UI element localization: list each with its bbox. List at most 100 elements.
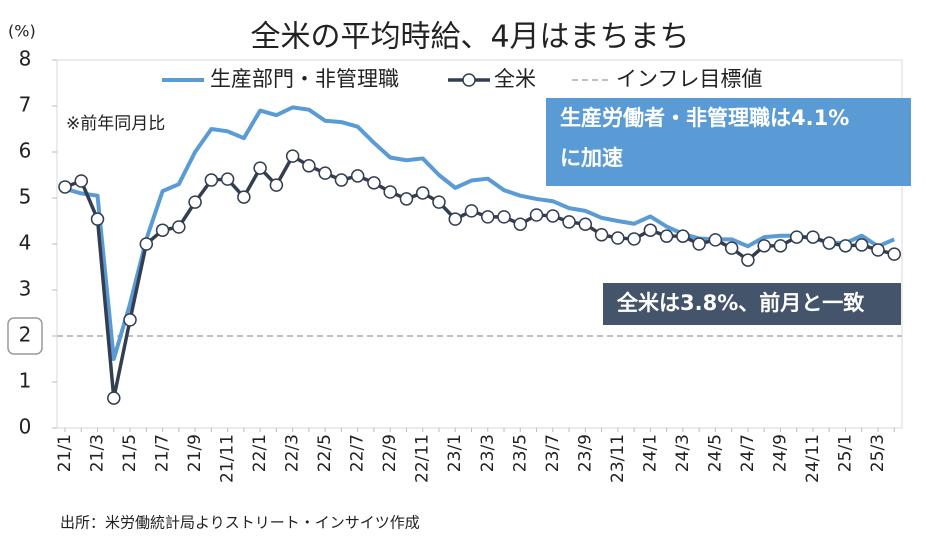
series-line bbox=[64, 154, 895, 400]
marker bbox=[806, 230, 820, 244]
series-line bbox=[64, 105, 896, 361]
x-tick-label: 24/7 bbox=[738, 434, 758, 472]
marker bbox=[253, 161, 267, 175]
y-unit: (%) bbox=[8, 22, 36, 41]
marker bbox=[383, 185, 397, 199]
x-tick-label: 23/1 bbox=[445, 434, 465, 472]
legend-label: 全米 bbox=[494, 67, 536, 91]
marker bbox=[578, 217, 593, 231]
annotation-text: 生産労働者・非管理職は4.1% bbox=[560, 106, 849, 130]
marker bbox=[74, 174, 89, 188]
x-tick-label: 25/1 bbox=[835, 434, 855, 472]
marker bbox=[627, 232, 641, 246]
marker bbox=[237, 190, 251, 204]
annotation-text: に加速 bbox=[560, 146, 623, 170]
x-tick-label: 21/3 bbox=[88, 434, 108, 472]
x-tick-label: 22/9 bbox=[380, 434, 400, 472]
marker bbox=[708, 233, 723, 247]
legend-swatch bbox=[462, 73, 476, 87]
x-tick-label: 25/3 bbox=[868, 434, 888, 472]
chart-title: 全米の平均時給、4月はまちまち bbox=[250, 20, 689, 55]
y-tick-label: 1 bbox=[19, 369, 32, 393]
marker bbox=[464, 204, 479, 218]
marker bbox=[643, 223, 658, 237]
marker bbox=[854, 238, 869, 252]
legend-label: インフレ目標値 bbox=[616, 67, 762, 91]
marker bbox=[139, 237, 154, 251]
highlight-box bbox=[7, 317, 43, 355]
marker bbox=[676, 229, 690, 243]
marker bbox=[302, 159, 316, 173]
marker bbox=[724, 241, 739, 255]
y-tick-label: 5 bbox=[19, 185, 32, 209]
marker bbox=[107, 391, 121, 405]
x-tick-label: 24/3 bbox=[673, 434, 693, 472]
x-tick-label: 22/5 bbox=[315, 434, 335, 472]
x-tick-label: 21/9 bbox=[185, 434, 205, 472]
marker bbox=[204, 173, 219, 187]
marker bbox=[692, 237, 706, 251]
x-tick-label: 21/7 bbox=[153, 434, 173, 472]
marker bbox=[334, 173, 349, 187]
marker bbox=[367, 176, 381, 190]
marker bbox=[757, 239, 771, 253]
marker bbox=[399, 192, 414, 206]
x-tick-label: 24/11 bbox=[803, 434, 823, 483]
y-tick-label: 3 bbox=[19, 277, 32, 301]
marker bbox=[887, 247, 902, 261]
marker bbox=[562, 215, 576, 229]
marker bbox=[741, 253, 755, 267]
marker bbox=[659, 229, 674, 243]
marker bbox=[789, 230, 804, 244]
marker bbox=[155, 223, 170, 237]
marker bbox=[415, 186, 430, 200]
marker bbox=[220, 172, 235, 186]
marker bbox=[448, 212, 462, 226]
annotation-text: 全米は3.8%、前月と一致 bbox=[616, 291, 865, 315]
marker bbox=[871, 243, 885, 257]
x-tick-label: 21/5 bbox=[120, 434, 140, 472]
marker bbox=[611, 231, 625, 245]
marker bbox=[285, 149, 300, 163]
x-tick-label: 23/3 bbox=[478, 434, 498, 472]
y-tick-label: 0 bbox=[19, 415, 32, 439]
x-tick-label: 21/11 bbox=[218, 434, 238, 483]
legend-label: 生産部門・非管理職 bbox=[210, 67, 399, 91]
marker bbox=[318, 166, 332, 180]
x-tick-label: 23/5 bbox=[510, 434, 530, 472]
x-tick-label: 21/1 bbox=[55, 434, 75, 472]
annotation-box bbox=[603, 283, 901, 325]
y-tick-label: 6 bbox=[19, 139, 32, 163]
marker bbox=[58, 180, 72, 194]
y-tick-label: 4 bbox=[19, 231, 32, 255]
y-tick-label: 2 bbox=[19, 323, 32, 347]
x-tick-label: 22/11 bbox=[413, 434, 433, 483]
note: ※前年同月比 bbox=[66, 114, 165, 134]
marker bbox=[269, 178, 284, 192]
y-tick-label: 7 bbox=[19, 93, 32, 117]
marker bbox=[497, 210, 511, 224]
x-tick-label: 22/3 bbox=[283, 434, 303, 472]
x-tick-label: 22/1 bbox=[250, 434, 270, 472]
marker bbox=[546, 209, 560, 223]
x-tick-label: 24/9 bbox=[770, 434, 790, 472]
marker bbox=[481, 210, 495, 224]
marker bbox=[172, 220, 186, 234]
x-tick-label: 23/9 bbox=[575, 434, 595, 472]
annotation-box bbox=[546, 98, 911, 186]
marker bbox=[822, 236, 836, 250]
marker bbox=[838, 239, 853, 253]
x-tick-label: 24/5 bbox=[705, 434, 725, 472]
marker bbox=[432, 195, 446, 209]
x-tick-label: 23/7 bbox=[543, 434, 563, 472]
marker bbox=[350, 169, 365, 183]
marker bbox=[529, 208, 544, 222]
marker bbox=[773, 239, 788, 253]
x-tick-label: 24/1 bbox=[640, 434, 660, 472]
x-tick-label: 22/7 bbox=[348, 434, 368, 472]
source: 出所：米労働統計局よりストリート・インサイツ作成 bbox=[60, 514, 420, 532]
x-tick-label: 23/11 bbox=[608, 434, 628, 483]
marker bbox=[594, 228, 609, 242]
